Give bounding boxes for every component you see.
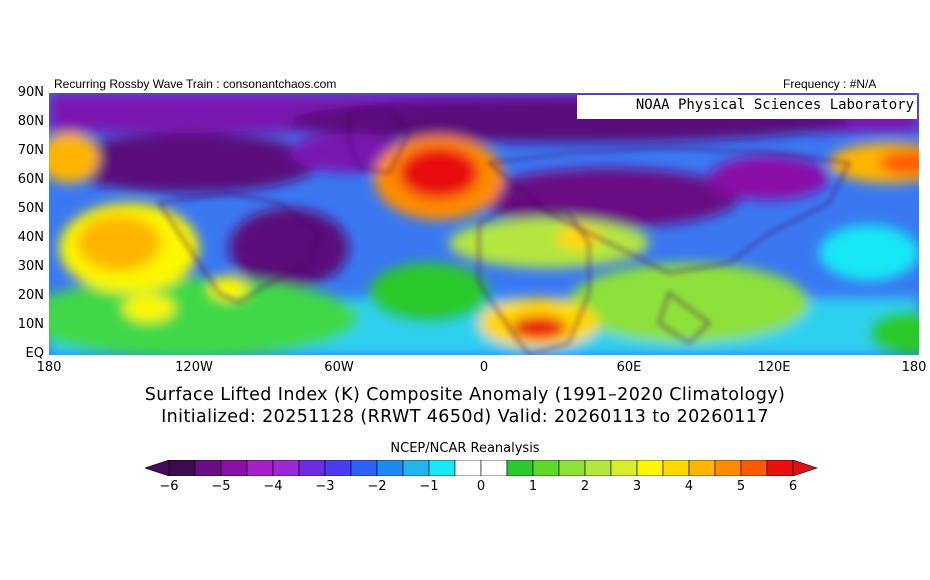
colorbar-swatch [714,459,742,477]
anomaly-map-field [49,93,919,355]
colorbar-swatch [766,459,794,477]
colorbar-swatch [350,459,378,477]
colorbar-tick-label: 4 [684,479,694,494]
colorbar-swatch [194,459,222,477]
colorbar-swatch [168,459,196,477]
colorbar-tick-label: 0 [476,479,486,494]
colorbar-swatch [662,459,690,477]
colorbar-swatch [636,459,664,477]
lat-label: 50N [17,201,44,216]
colorbar-swatch [506,459,534,477]
colorbar-tick-label: −4 [263,479,283,494]
colorbar-tick-label: 3 [632,479,642,494]
lat-axis: 90N 80N 70N 60N 50N 40N 30N 20N 10N EQ [0,86,44,362]
colorbar-swatches [144,459,818,477]
colorbar-swatch [532,459,560,477]
colorbar-swatch [324,459,352,477]
lat-label: 40N [17,230,44,245]
colorbar [144,459,825,480]
colorbar-tick-label: 5 [736,479,746,494]
figure-title: Surface Lifted Index (K) Composite Anoma… [144,385,786,405]
figure-subtitle: Initialized: 20251128 (RRWT 4650d) Valid… [161,407,769,427]
colorbar-tick-label: −1 [419,479,439,494]
colorbar-tick-label: −5 [211,479,231,494]
lat-label: 30N [17,259,44,274]
colorbar-min-arrow [144,459,170,477]
colorbar-swatch [454,459,482,477]
colorbar-tick-label: 2 [580,479,590,494]
colorbar-swatch [688,459,716,477]
lat-label: 10N [17,317,44,332]
lat-label: 20N [17,288,44,303]
colorbar-title: NCEP/NCAR Reanalysis [390,441,540,456]
figure-header-left: Recurring Rossby Wave Train : consonantc… [54,77,337,91]
lat-label: 90N [17,85,44,100]
lat-label: 80N [17,114,44,129]
lon-label: 180 [36,360,62,375]
colorbar-swatch [584,459,612,477]
colorbar-swatch [272,459,300,477]
colorbar-swatch [480,459,508,477]
lat-label: 60N [17,172,44,187]
colorbar-tick-label: 6 [788,479,798,494]
anomaly-map [49,93,919,355]
colorbar-tick-label: 1 [528,479,538,494]
lat-label: EQ [25,346,44,361]
colorbar-swatch [402,459,430,477]
lon-label: 60E [616,360,642,375]
colorbar-tick-label: −2 [367,479,387,494]
colorbar-swatch [428,459,456,477]
frequency-label: Frequency : #N/A [783,77,877,91]
colorbar-swatch [740,459,768,477]
colorbar-max-arrow [792,459,818,477]
lon-label: 0 [479,360,489,375]
colorbar-swatch [376,459,404,477]
lon-label: 60W [324,360,354,375]
lat-label: 70N [17,143,44,158]
colorbar-tick-label: −6 [159,479,179,494]
credit-label: NOAA Physical Sciences Laboratory [635,97,914,113]
colorbar-swatch [246,459,274,477]
lon-label: 120E [757,360,791,375]
colorbar-swatch [220,459,248,477]
lon-label: 180 [901,360,927,375]
colorbar-tick-label: −3 [315,479,335,494]
colorbar-swatch [610,459,638,477]
colorbar-swatch [558,459,586,477]
lon-label: 120W [175,360,213,375]
colorbar-swatch [298,459,326,477]
